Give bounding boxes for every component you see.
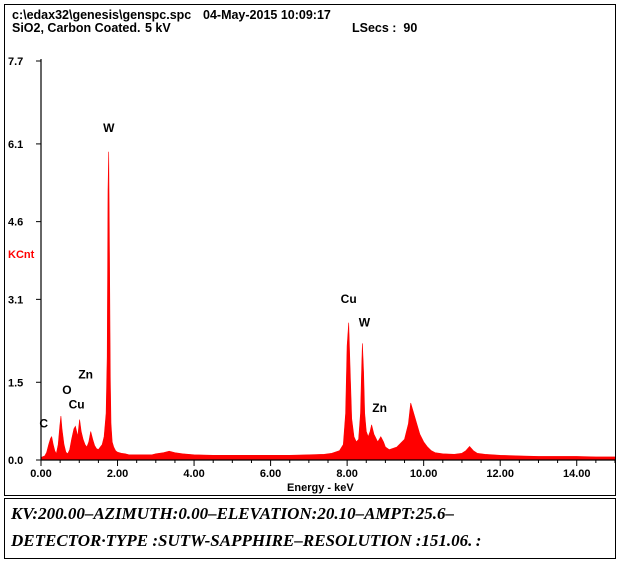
x-tick-label: 8.00 (336, 468, 357, 480)
x-tick-label: 2.00 (107, 468, 128, 480)
instrument-params-line-2: DETECTOR·TYPE :SUTW-SAPPHIRE–RESOLUTION … (11, 531, 482, 550)
timestamp-label: 04-May-2015 10:09:17 (203, 8, 331, 22)
y-tick-label: 3.1 (8, 294, 23, 306)
y-axis-label: KCnt (8, 249, 35, 261)
spectrum-plot-panel: c:\edax32\genesis\genspc.spc 04-May-2015… (4, 4, 616, 496)
spectrum-series (40, 151, 615, 461)
y-tick-label: 0.0 (8, 455, 23, 467)
peak-label: W (103, 121, 115, 135)
instrument-parameters-panel: KV:200.00–AZIMUTH:0.00–ELEVATION:20.10–A… (4, 498, 616, 559)
peak-label: O (62, 383, 71, 397)
y-tick-label: 6.1 (8, 139, 23, 151)
sample-label: SiO2, Carbon Coated. (12, 21, 141, 35)
file-path-label: c:\edax32\genesis\genspc.spc (12, 8, 192, 22)
instrument-params-line-1: KV:200.00–AZIMUTH:0.00–ELEVATION:20.10–A… (11, 504, 454, 523)
x-tick-label: 14.00 (563, 468, 591, 480)
edx-spectrum-chart: 0.00 2.00 4.00 6.00 8.00 10.00 12.00 14.00 0.0 1.… (8, 56, 615, 494)
peak-label: Zn (78, 367, 93, 381)
lsecs-label: LSecs : 90 (352, 21, 418, 35)
peak-label: Cu (341, 292, 357, 306)
peak-label: C (39, 417, 48, 431)
x-tick-label: 4.00 (183, 468, 204, 480)
y-tick-label: 7.7 (8, 56, 23, 68)
y-tick-label: 4.6 (8, 217, 23, 229)
x-tick-label: 12.00 (486, 468, 514, 480)
peak-label: Cu (69, 397, 85, 411)
x-tick-label: 10.00 (410, 468, 438, 480)
y-tick-label: 1.5 (8, 377, 23, 389)
x-tick-label: 6.00 (260, 468, 281, 480)
x-axis-label: Energy - keV (287, 482, 354, 494)
x-tick-label: 0.00 (30, 468, 51, 480)
peak-label: W (359, 315, 371, 329)
peak-label: Zn (372, 401, 387, 415)
kv-label: 5 kV (145, 21, 171, 35)
